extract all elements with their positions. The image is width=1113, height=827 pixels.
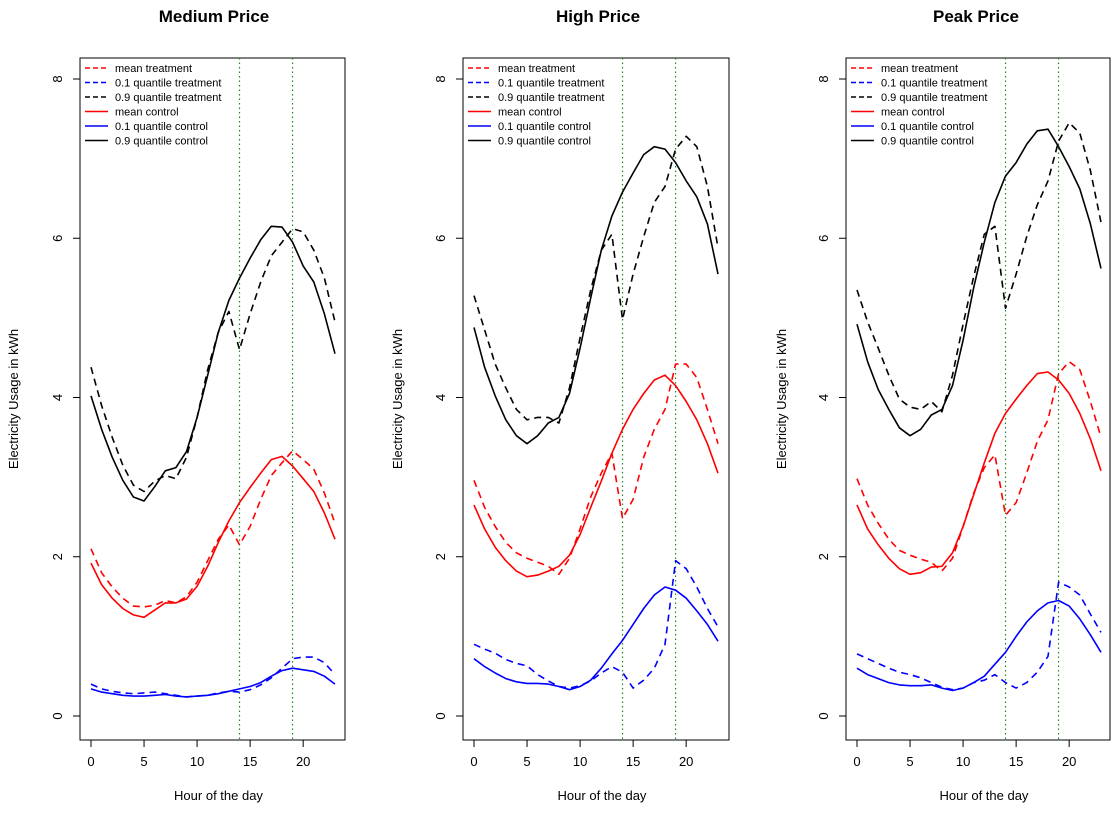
y-tick-label: 8 [433, 75, 448, 82]
x-tick-label: 10 [573, 754, 587, 769]
x-tick-label: 10 [956, 754, 970, 769]
x-tick-label: 10 [190, 754, 204, 769]
x-axis-label: Hour of the day [940, 788, 1029, 803]
x-tick-label: 20 [296, 754, 310, 769]
series-line-0-9-quantile-treatment [473, 135, 719, 424]
y-tick-label: 6 [816, 235, 831, 242]
series-line-mean-treatment [856, 360, 1102, 572]
series-line-0-9-quantile-treatment [856, 122, 1102, 413]
legend-label: 0.9 quantile treatment [115, 92, 221, 104]
y-tick-label: 0 [50, 712, 65, 719]
series-line-0-9-quantile-control [90, 225, 336, 502]
series-line-mean-treatment [90, 449, 336, 608]
legend-label: 0.1 quantile control [498, 121, 591, 133]
series-group [473, 135, 719, 691]
chart-title: Medium Price [159, 7, 270, 26]
x-tick-label: 15 [243, 754, 257, 769]
x-tick-label: 15 [626, 754, 640, 769]
x-tick-label: 5 [140, 754, 147, 769]
x-axis-label: Hour of the day [174, 788, 263, 803]
legend-label: mean treatment [115, 63, 192, 75]
legend-label: 0.9 quantile treatment [881, 92, 987, 104]
y-tick-label: 4 [816, 394, 831, 401]
series-line-0-9-quantile-control [856, 128, 1102, 437]
x-tick-label: 20 [679, 754, 693, 769]
y-tick-label: 8 [816, 75, 831, 82]
legend-label: mean treatment [881, 63, 958, 75]
y-tick-label: 0 [433, 712, 448, 719]
chart-title: High Price [556, 7, 640, 26]
plot-frame [462, 57, 730, 741]
y-tick-label: 6 [433, 235, 448, 242]
legend-label: 0.1 quantile treatment [498, 78, 604, 90]
legend-label: mean treatment [498, 63, 575, 75]
x-tick-label: 20 [1062, 754, 1076, 769]
legend-label: 0.1 quantile treatment [115, 78, 221, 90]
legend-label: 0.1 quantile treatment [881, 78, 987, 90]
legend-label: 0.9 quantile control [498, 136, 591, 148]
legend-label: mean control [115, 107, 179, 119]
series-line-mean-control [856, 371, 1102, 576]
series-line-0-9-quantile-treatment [90, 227, 336, 493]
x-tick-label: 0 [87, 754, 94, 769]
y-axis-label: Electricity Usage in kWh [774, 329, 789, 469]
y-tick-label: 4 [50, 394, 65, 401]
x-axis-label: Hour of the day [558, 788, 647, 803]
x-tick-label: 15 [1009, 754, 1023, 769]
series-line-mean-control [90, 455, 336, 619]
y-axis-label: Electricity Usage in kWh [390, 329, 405, 469]
chart-panel-2: High Price 0 2 4 6 8 Electricity Usage in kWh 0… [390, 7, 730, 803]
chart-panel-3: Peak Price 0 2 4 6 8 Electricity Usage in kWh 0… [774, 7, 1111, 803]
series-line-mean-control [473, 374, 719, 578]
legend-label: 0.9 quantile control [881, 136, 974, 148]
series-line-0-1-quantile-control [90, 667, 336, 698]
y-tick-label: 2 [50, 553, 65, 560]
series-group [90, 225, 336, 698]
series-line-mean-treatment [473, 363, 719, 576]
x-tick-label: 0 [470, 754, 477, 769]
legend-label: mean control [881, 107, 945, 119]
series-line-0-1-quantile-control [856, 599, 1102, 692]
chart-panel-1: Medium Price 0 2 4 6 8 Electricity Usage in kW… [6, 7, 346, 803]
series-line-0-1-quantile-treatment [90, 656, 336, 698]
series-line-0-1-quantile-treatment [473, 559, 719, 689]
x-tick-label: 5 [906, 754, 913, 769]
y-tick-label: 6 [50, 235, 65, 242]
plot-frame [845, 57, 1111, 741]
x-tick-label: 5 [523, 754, 530, 769]
x-tick-label: 0 [853, 754, 860, 769]
y-tick-label: 0 [816, 712, 831, 719]
legend-label: 0.9 quantile treatment [498, 92, 604, 104]
chart-title: Peak Price [933, 7, 1019, 26]
legend-label: 0.1 quantile control [881, 121, 974, 133]
y-tick-label: 2 [433, 553, 448, 560]
y-tick-label: 8 [50, 75, 65, 82]
plot-frame [79, 57, 346, 741]
legend-label: 0.1 quantile control [115, 121, 208, 133]
series-group [856, 122, 1102, 692]
series-line-0-1-quantile-control [473, 586, 719, 691]
legend-label: mean control [498, 107, 562, 119]
series-line-0-9-quantile-control [473, 145, 719, 445]
y-tick-label: 2 [816, 553, 831, 560]
y-axis-label: Electricity Usage in kWh [6, 329, 21, 469]
series-line-0-1-quantile-treatment [856, 581, 1102, 691]
y-tick-label: 4 [433, 394, 448, 401]
legend-label: 0.9 quantile control [115, 136, 208, 148]
